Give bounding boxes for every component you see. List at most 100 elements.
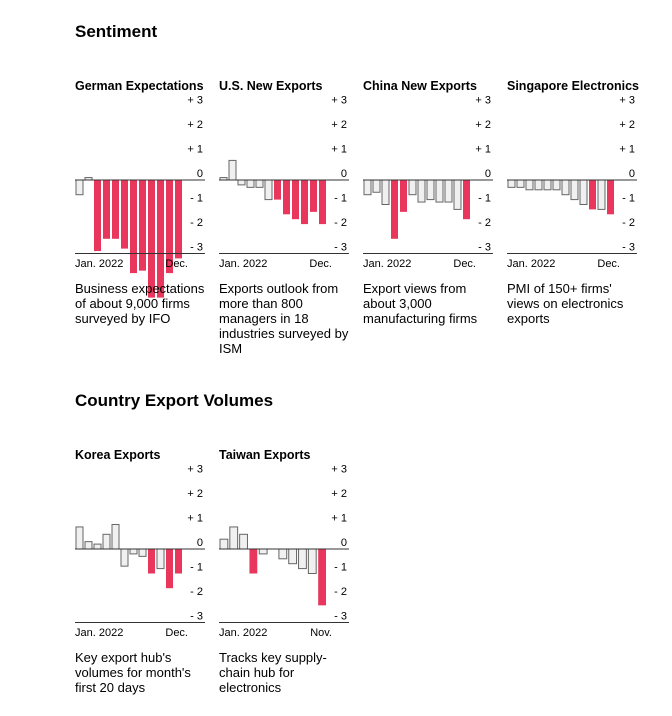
bar bbox=[175, 549, 182, 574]
chart-title: Singapore Electronics bbox=[507, 79, 639, 93]
plot: + 3 + 2 + 1 0 - 1 - 2 - 3 Jan. 2022 Dec. bbox=[75, 94, 205, 298]
y-tick-label: - 1 bbox=[334, 561, 347, 573]
bar bbox=[166, 180, 173, 274]
bar bbox=[249, 549, 258, 574]
y-tick-label: 0 bbox=[341, 537, 347, 549]
bar bbox=[130, 180, 137, 274]
bar bbox=[570, 179, 579, 201]
bar bbox=[463, 180, 470, 220]
bar bbox=[426, 179, 435, 201]
x-tick-label: Jan. 2022 bbox=[75, 258, 123, 270]
chart: China New Exports + 3 + 2 + 1 0 - 1 - 2 - 3 Jan.… bbox=[363, 63, 503, 326]
bar bbox=[400, 180, 407, 212]
bar bbox=[589, 180, 596, 210]
y-tick-label: + 3 bbox=[331, 94, 347, 106]
bar bbox=[264, 179, 273, 201]
plot: + 3 + 2 + 1 0 - 1 - 2 - 3 Jan. 2022 Dec. bbox=[75, 463, 205, 639]
bar bbox=[288, 548, 298, 565]
bar bbox=[94, 180, 101, 252]
chart: Korea Exports + 3 + 2 + 1 0 - 1 - 2 - 3 Jan. 202… bbox=[75, 432, 215, 695]
y-tick-label: + 2 bbox=[619, 119, 635, 131]
y-tick-label: - 3 bbox=[190, 241, 203, 253]
bar bbox=[120, 548, 129, 567]
y-tick-label: - 2 bbox=[622, 217, 635, 229]
bar bbox=[166, 549, 173, 589]
plot: + 3 + 2 + 1 0 - 1 - 2 - 3 Jan. 2022 Dec. bbox=[219, 94, 349, 270]
bar bbox=[363, 179, 372, 196]
y-tick-label: + 3 bbox=[331, 463, 347, 475]
bar bbox=[175, 180, 182, 259]
bar bbox=[102, 533, 111, 550]
bar bbox=[507, 179, 516, 188]
chart: U.S. New Exports + 3 + 2 + 1 0 - 1 - 2 - 3 Jan. … bbox=[219, 63, 359, 356]
bar bbox=[310, 180, 317, 212]
chart: Singapore Electronics + 3 + 2 + 1 0 - 1 - 2 - 3… bbox=[507, 63, 647, 326]
y-tick-label: - 1 bbox=[478, 192, 491, 204]
y-tick-label: 0 bbox=[197, 537, 203, 549]
bar bbox=[298, 548, 307, 570]
x-tick-label: Jan. 2022 bbox=[363, 258, 411, 270]
chart-title: U.S. New Exports bbox=[219, 79, 323, 93]
chart-description: PMI of 150+ firms' views on electronics … bbox=[507, 281, 624, 326]
bar bbox=[75, 179, 84, 196]
chart-title: Korea Exports bbox=[75, 448, 161, 462]
bar bbox=[391, 180, 398, 239]
chart-description: Business expectations of about 9,000 fir… bbox=[75, 281, 205, 326]
bar bbox=[552, 179, 561, 191]
y-tick-label: - 3 bbox=[622, 241, 635, 253]
y-tick-label: - 3 bbox=[334, 610, 347, 622]
x-tick-label: Dec. bbox=[165, 627, 188, 639]
y-tick-label: + 2 bbox=[187, 119, 203, 131]
bar bbox=[543, 179, 552, 191]
bar bbox=[138, 548, 147, 557]
y-tick-label: - 2 bbox=[334, 217, 347, 229]
bar bbox=[111, 524, 120, 550]
chart: Taiwan Exports + 3 + 2 + 1 0 - 1 - 2 - 3 Jan. 20… bbox=[219, 432, 359, 695]
section-title: Sentiment bbox=[75, 22, 158, 41]
bar bbox=[516, 179, 525, 188]
bar bbox=[453, 179, 462, 210]
bar bbox=[139, 180, 146, 271]
bar bbox=[283, 180, 290, 215]
x-tick-label: Nov. bbox=[310, 627, 332, 639]
x-tick-label: Jan. 2022 bbox=[219, 258, 267, 270]
y-tick-label: + 1 bbox=[619, 143, 635, 155]
bar bbox=[274, 180, 281, 200]
bar bbox=[307, 548, 317, 574]
bar bbox=[444, 179, 453, 203]
bar bbox=[239, 533, 248, 550]
x-tick-label: Jan. 2022 bbox=[219, 627, 267, 639]
y-tick-label: - 2 bbox=[334, 586, 347, 598]
y-tick-label: - 3 bbox=[478, 241, 491, 253]
bar bbox=[278, 548, 288, 560]
bar bbox=[129, 548, 138, 555]
x-tick-label: Jan. 2022 bbox=[507, 258, 555, 270]
chart-title: China New Exports bbox=[363, 79, 477, 93]
bar bbox=[84, 541, 93, 550]
y-tick-label: + 3 bbox=[475, 94, 491, 106]
bar bbox=[255, 179, 264, 188]
y-tick-label: + 2 bbox=[331, 488, 347, 500]
plot: + 3 + 2 + 1 0 - 1 - 2 - 3 Jan. 2022 Nov. bbox=[219, 463, 349, 639]
y-tick-label: - 1 bbox=[190, 561, 203, 573]
y-tick-label: + 2 bbox=[331, 119, 347, 131]
chart-description: Exports outlook from more than 800 manag… bbox=[219, 281, 349, 356]
bar bbox=[228, 159, 237, 181]
y-tick-label: + 1 bbox=[331, 512, 347, 524]
chart-description: Tracks key supply-chain hub for electron… bbox=[219, 650, 327, 695]
chart-title: German Expectations bbox=[75, 79, 204, 93]
bar bbox=[75, 526, 84, 550]
y-tick-label: - 3 bbox=[334, 241, 347, 253]
bar bbox=[372, 179, 381, 193]
chart-title: Taiwan Exports bbox=[219, 448, 311, 462]
bar bbox=[607, 180, 614, 215]
y-tick-label: + 1 bbox=[187, 143, 203, 155]
bar bbox=[301, 180, 308, 225]
y-tick-label: + 2 bbox=[187, 488, 203, 500]
bar bbox=[103, 180, 110, 239]
chart-description: Export views from about 3,000 manufactur… bbox=[363, 281, 478, 326]
y-tick-label: - 2 bbox=[478, 217, 491, 229]
bar bbox=[156, 548, 165, 570]
bar bbox=[525, 179, 534, 191]
bar bbox=[237, 179, 246, 186]
